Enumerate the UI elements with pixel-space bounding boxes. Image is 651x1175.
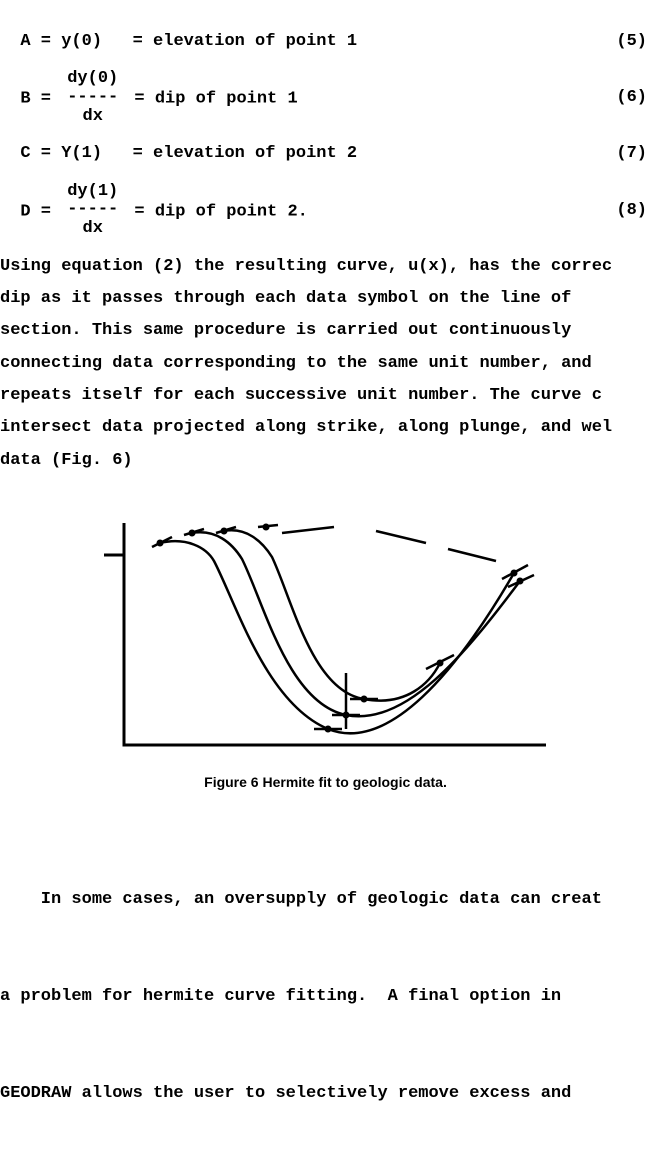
t: ----- [63, 89, 122, 108]
equation-8: D = dy(1)-----dx = dip of point 2. (8) [0, 183, 651, 239]
line: a problem for hermite curve fitting. A f… [0, 981, 651, 1013]
fraction: dy(0)-----dx [63, 70, 122, 126]
t: = elevation of point 1 [102, 32, 357, 51]
line: GEODRAW allows the user to selectively r… [0, 1078, 651, 1110]
t: B = [0, 90, 61, 109]
line: section. This same procedure is carried … [0, 315, 651, 347]
t: = elevation of point 2 [102, 144, 357, 163]
figure-6 [96, 503, 556, 763]
eq-number: (8) [616, 195, 651, 227]
equation-7: C = Y(1) = elevation of point 2 (7) [0, 138, 651, 170]
line: dip as it passes through each data symbo… [0, 283, 651, 315]
fraction: dy(1)-----dx [63, 183, 122, 239]
t: dx [63, 220, 122, 239]
t: dy(0) [63, 70, 122, 89]
page: A = y(0) = elevation of point 1 (5) B = … [0, 0, 651, 1175]
line: In some cases, an oversupply of geologic… [0, 884, 651, 916]
eq-text: B = dy(0)-----dx = dip of point 1 [0, 70, 298, 126]
eq-text: C = Y(1) = elevation of point 2 [0, 138, 357, 170]
body-paragraph-1: Using equation (2) the resulting curve, … [0, 251, 651, 477]
t: D = [0, 202, 61, 221]
eq-number: (6) [616, 82, 651, 114]
line: connecting data corresponding to the sam… [0, 348, 651, 380]
line: repeats itself for each successive unit … [0, 380, 651, 412]
line: Using equation (2) the resulting curve, … [0, 251, 651, 283]
line: intersect data projected along strike, a… [0, 412, 651, 444]
t: Y(1) [61, 144, 102, 163]
body-paragraph-2: In some cases, an oversupply of geologic… [0, 819, 651, 1174]
t: A = [0, 32, 61, 51]
t: ----- [63, 201, 122, 220]
t: dy(1) [63, 183, 122, 202]
t: = dip of point 2. [124, 202, 308, 221]
t: y(0) [61, 32, 102, 51]
eq-number: (7) [616, 138, 651, 170]
t: dx [63, 108, 122, 127]
line: data (Fig. 6) [0, 445, 651, 477]
t: = dip of point 1 [124, 90, 297, 109]
figure-caption: Figure 6 Hermite fit to geologic data. [0, 769, 651, 796]
eq-number: (5) [616, 26, 651, 58]
eq-text: A = y(0) = elevation of point 1 [0, 26, 357, 58]
t: C = [0, 144, 61, 163]
equation-6: B = dy(0)-----dx = dip of point 1 (6) [0, 70, 651, 126]
eq-text: D = dy(1)-----dx = dip of point 2. [0, 183, 308, 239]
equation-5: A = y(0) = elevation of point 1 (5) [0, 26, 651, 58]
